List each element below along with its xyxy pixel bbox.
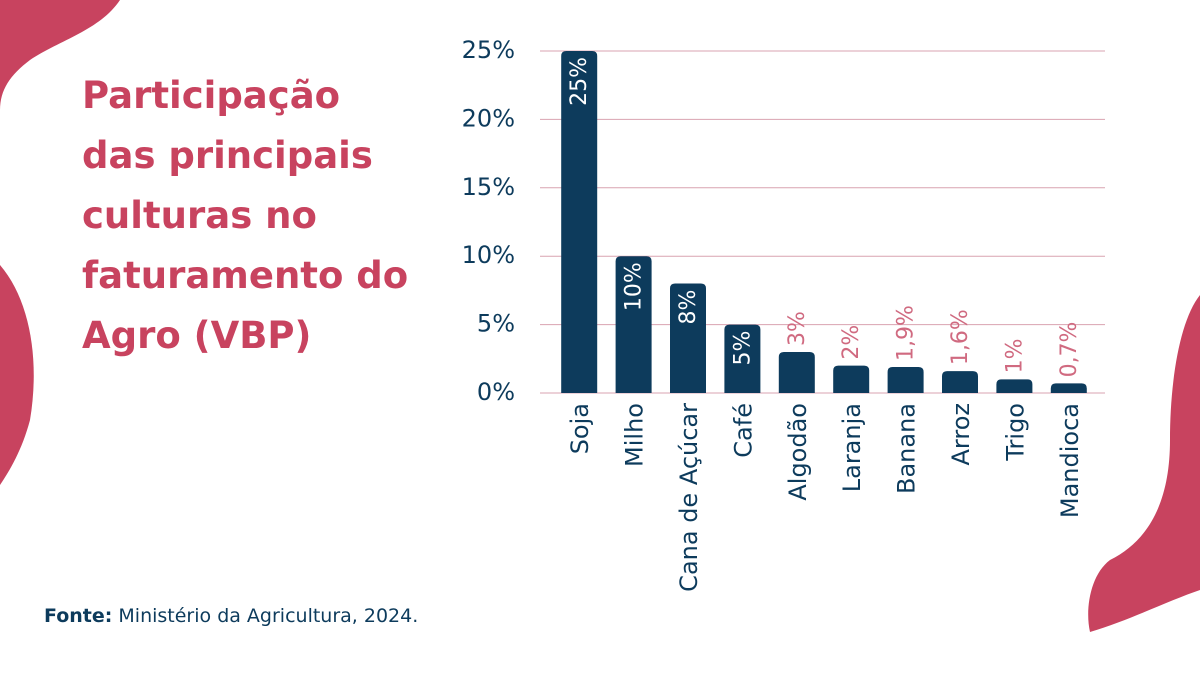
value-label: 10% — [622, 262, 647, 311]
value-label: 5% — [730, 331, 755, 366]
source-text: Ministério da Agricultura, 2024. — [118, 605, 419, 627]
chart-title: Participação das principais culturas no … — [82, 74, 409, 357]
bar — [724, 324, 761, 393]
decor-blob — [0, 0, 120, 110]
value-label: 1% — [1002, 338, 1027, 373]
value-label: 8% — [676, 290, 701, 325]
x-tick-label: Cana de Açúcar — [675, 403, 703, 592]
bar — [615, 256, 652, 393]
bar — [833, 365, 870, 393]
x-tick-label: Soja — [566, 403, 594, 454]
y-tick-label: 25% — [462, 36, 515, 64]
value-label: 25% — [567, 57, 592, 106]
source: Fonte: Ministério da Agricultura, 2024. — [44, 605, 418, 627]
x-tick-label: Algodão — [784, 403, 812, 501]
source-label: Fonte: — [44, 605, 113, 627]
value-label: 1,9% — [894, 305, 919, 361]
value-label: 3% — [785, 311, 810, 346]
y-tick-label: 15% — [462, 173, 515, 201]
x-tick-label: Mandioca — [1056, 403, 1084, 518]
x-tick-label: Arroz — [947, 403, 975, 465]
bar — [778, 351, 815, 393]
x-tick-label: Trigo — [1001, 403, 1029, 462]
bar — [887, 367, 924, 393]
x-tick-label: Banana — [893, 403, 921, 494]
decor-blob — [0, 265, 34, 485]
value-label: 2% — [839, 325, 864, 360]
value-label: 1,6% — [948, 309, 973, 365]
bar — [561, 51, 598, 393]
bar — [942, 371, 978, 393]
bar — [996, 379, 1033, 393]
x-tick-label: Café — [729, 403, 757, 458]
y-tick-label: 20% — [462, 104, 515, 132]
bar — [1050, 383, 1087, 393]
decor-blob — [1088, 295, 1200, 632]
y-tick-label: 10% — [462, 241, 515, 269]
y-tick-label: 5% — [477, 310, 515, 338]
y-tick-label: 0% — [477, 378, 515, 406]
x-tick-label: Milho — [621, 403, 649, 467]
bar — [670, 283, 706, 393]
x-tick-label: Laranja — [838, 403, 866, 492]
value-label: 0,7% — [1057, 322, 1082, 378]
